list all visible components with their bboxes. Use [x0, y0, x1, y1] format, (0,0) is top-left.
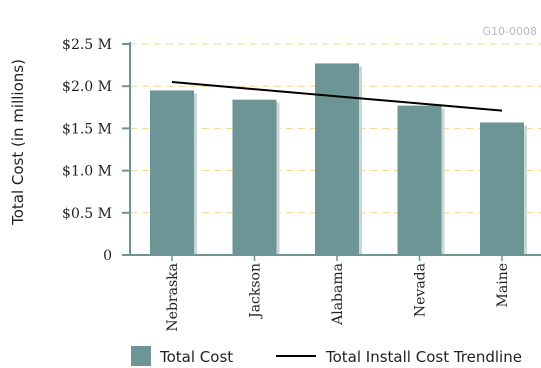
legend: Total Cost Total Install Cost Trendline: [131, 346, 522, 366]
trendline: [171, 80, 503, 112]
bar-nevada: [397, 105, 442, 255]
legend-swatch-total-cost: [131, 346, 151, 366]
axes: [122, 42, 541, 261]
y-tick-label: 0: [103, 248, 112, 264]
bars: [150, 63, 527, 255]
y-axis-title: Total Cost (in millions): [9, 59, 27, 226]
x-tick-label: Nebraska: [165, 263, 181, 332]
bar-jackson: [232, 99, 277, 255]
bar-nebraska: [150, 90, 194, 255]
bar-maine: [480, 122, 524, 255]
y-tick-label: $2.5 M: [62, 37, 112, 53]
trendline-layer: [171, 80, 503, 112]
x-tick-label: Nevada: [413, 263, 429, 317]
y-tick-label: $1.5 M: [62, 121, 112, 137]
legend-label-trendline: Total Install Cost Trendline: [325, 348, 522, 366]
chart-id: G10-0008: [483, 25, 537, 38]
legend-label-total-cost: Total Cost: [159, 348, 233, 366]
y-tick-label: $1.0 M: [62, 164, 112, 180]
x-tick-label: Alabama: [330, 263, 346, 326]
x-tick-labels: Nebraska Jackson Alabama Nevada Maine: [165, 263, 511, 332]
x-tick-label: Maine: [495, 263, 511, 307]
y-tick-label: $2.0 M: [62, 79, 112, 95]
bar-alabama: [315, 63, 359, 255]
y-tick-labels: 0 $0.5 M $1.0 M $1.5 M $2.0 M $2.5 M: [62, 37, 112, 264]
x-tick-label: Jackson: [248, 263, 264, 320]
y-tick-label: $0.5 M: [62, 206, 112, 222]
